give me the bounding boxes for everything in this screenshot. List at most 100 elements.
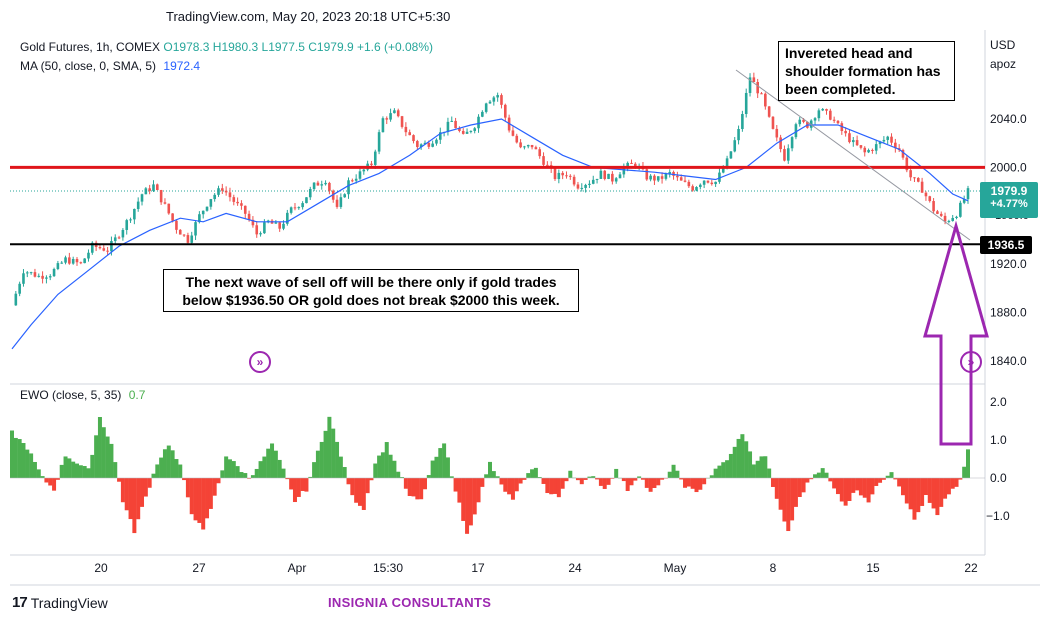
ohlc-low: L1977.5 [261, 40, 305, 54]
candle-body [396, 110, 400, 117]
ewo-bar [782, 478, 787, 522]
candle-body [649, 175, 652, 180]
candle-body [209, 199, 213, 207]
ewo-bar [858, 478, 863, 496]
currency-unit[interactable]: USD [990, 38, 1016, 52]
callout-sell-off[interactable]: The next wave of sell off will be there … [163, 269, 579, 312]
candle-body [825, 109, 828, 111]
candle-body [37, 275, 41, 277]
candle-body [289, 207, 293, 213]
ewo-bar [403, 478, 408, 489]
callout-head-shoulder[interactable]: Invereted head and shoulder formation ha… [778, 41, 955, 101]
ewo-bar [885, 475, 890, 478]
ewo-bar [120, 478, 125, 503]
candle-body [591, 179, 595, 184]
instrument-legend[interactable]: Gold Futures, 1h, COMEX O1978.3 H1980.3 … [20, 40, 433, 54]
descending-trend-line[interactable] [735, 69, 971, 241]
candle-body [779, 137, 782, 150]
candle-body [909, 170, 912, 178]
ewo-bar [839, 478, 844, 502]
candle-body [959, 202, 962, 217]
candle-body [450, 120, 454, 122]
last-price-value: 1979.9 [990, 184, 1028, 198]
scroll-to-realtime-icon[interactable]: » [960, 351, 982, 373]
candle-body [316, 182, 320, 186]
ewo-bar [679, 478, 684, 480]
candle-body [503, 104, 507, 118]
candle-body [744, 92, 748, 115]
ewo-bar [889, 472, 894, 478]
candle-body [576, 184, 580, 189]
ewo-bar [396, 471, 401, 478]
ewo-bar [702, 478, 707, 485]
ewo-bar [583, 478, 588, 480]
ewo-bar [694, 478, 699, 493]
candle-body [293, 207, 297, 209]
ewo-bar [67, 458, 72, 478]
candle-body [312, 182, 316, 190]
candle-body [844, 131, 847, 134]
candle-body [263, 222, 266, 234]
candle-body [79, 262, 83, 264]
candle-body [454, 120, 457, 129]
ewo-bar [182, 478, 187, 481]
candle-body [458, 128, 461, 131]
candle-body [140, 194, 144, 202]
time-tick-label: 15:30 [373, 561, 403, 575]
time-tick-label: 17 [471, 561, 485, 575]
candle-body [603, 170, 607, 179]
ewo-bar [897, 478, 902, 487]
ewo-bar [319, 441, 324, 478]
candle-body [947, 220, 951, 222]
ewo-bar [407, 478, 412, 496]
ewo-value: 0.7 [128, 388, 146, 402]
ewo-bar [411, 478, 416, 497]
ohlc-change: +1.6 (+0.08%) [356, 40, 434, 54]
ewo-bar [648, 478, 653, 492]
candle-body [775, 128, 779, 138]
replay-icon[interactable]: » [249, 351, 271, 373]
ewo-bar [29, 453, 34, 478]
time-tick-label: Apr [288, 561, 307, 575]
ewo-bar [591, 476, 596, 478]
candle-body [228, 192, 232, 198]
candle-body [553, 168, 557, 180]
ewo-bar [553, 478, 558, 494]
candle-body [488, 101, 492, 104]
ewo-bar [55, 478, 60, 480]
candle-body [913, 177, 916, 179]
candle-body [794, 124, 798, 138]
candle-body [626, 162, 629, 167]
candle-body [347, 180, 350, 195]
support-price-tag[interactable]: 1936.5 [980, 236, 1032, 254]
candle-body [125, 220, 129, 230]
tradingview-brand[interactable]: 17 TradingView [12, 594, 108, 611]
candle-body [741, 114, 744, 130]
ewo-bar [545, 478, 550, 494]
ewo-bar [950, 478, 955, 489]
ewo-histogram [10, 416, 970, 534]
ewo-bar [465, 478, 470, 534]
candle-body [419, 144, 423, 148]
candle-body [599, 170, 603, 179]
up-arrow-annotation[interactable] [923, 220, 989, 446]
candle-body [955, 216, 958, 218]
candle-body [813, 118, 817, 121]
ewo-legend[interactable]: EWO (close, 5, 35) 0.7 [20, 388, 145, 402]
candle-body [167, 203, 171, 214]
candle-body [389, 113, 392, 120]
ewo-bar [335, 441, 340, 478]
candle-body [129, 219, 132, 221]
candle-body [190, 235, 194, 243]
ewo-bar [270, 443, 275, 478]
ewo-bar [109, 443, 114, 478]
price-tick-label: 2000.0 [990, 160, 1027, 174]
candle-body [771, 116, 775, 129]
last-price-tag[interactable]: 1979.9 +4.77% [980, 182, 1038, 218]
ma-legend[interactable]: MA (50, close, 0, SMA, 5) 1972.4 [20, 59, 200, 73]
candle-body [511, 130, 515, 136]
candle-body [607, 173, 610, 179]
ewo-bar [878, 478, 883, 483]
candle-body [224, 190, 228, 193]
